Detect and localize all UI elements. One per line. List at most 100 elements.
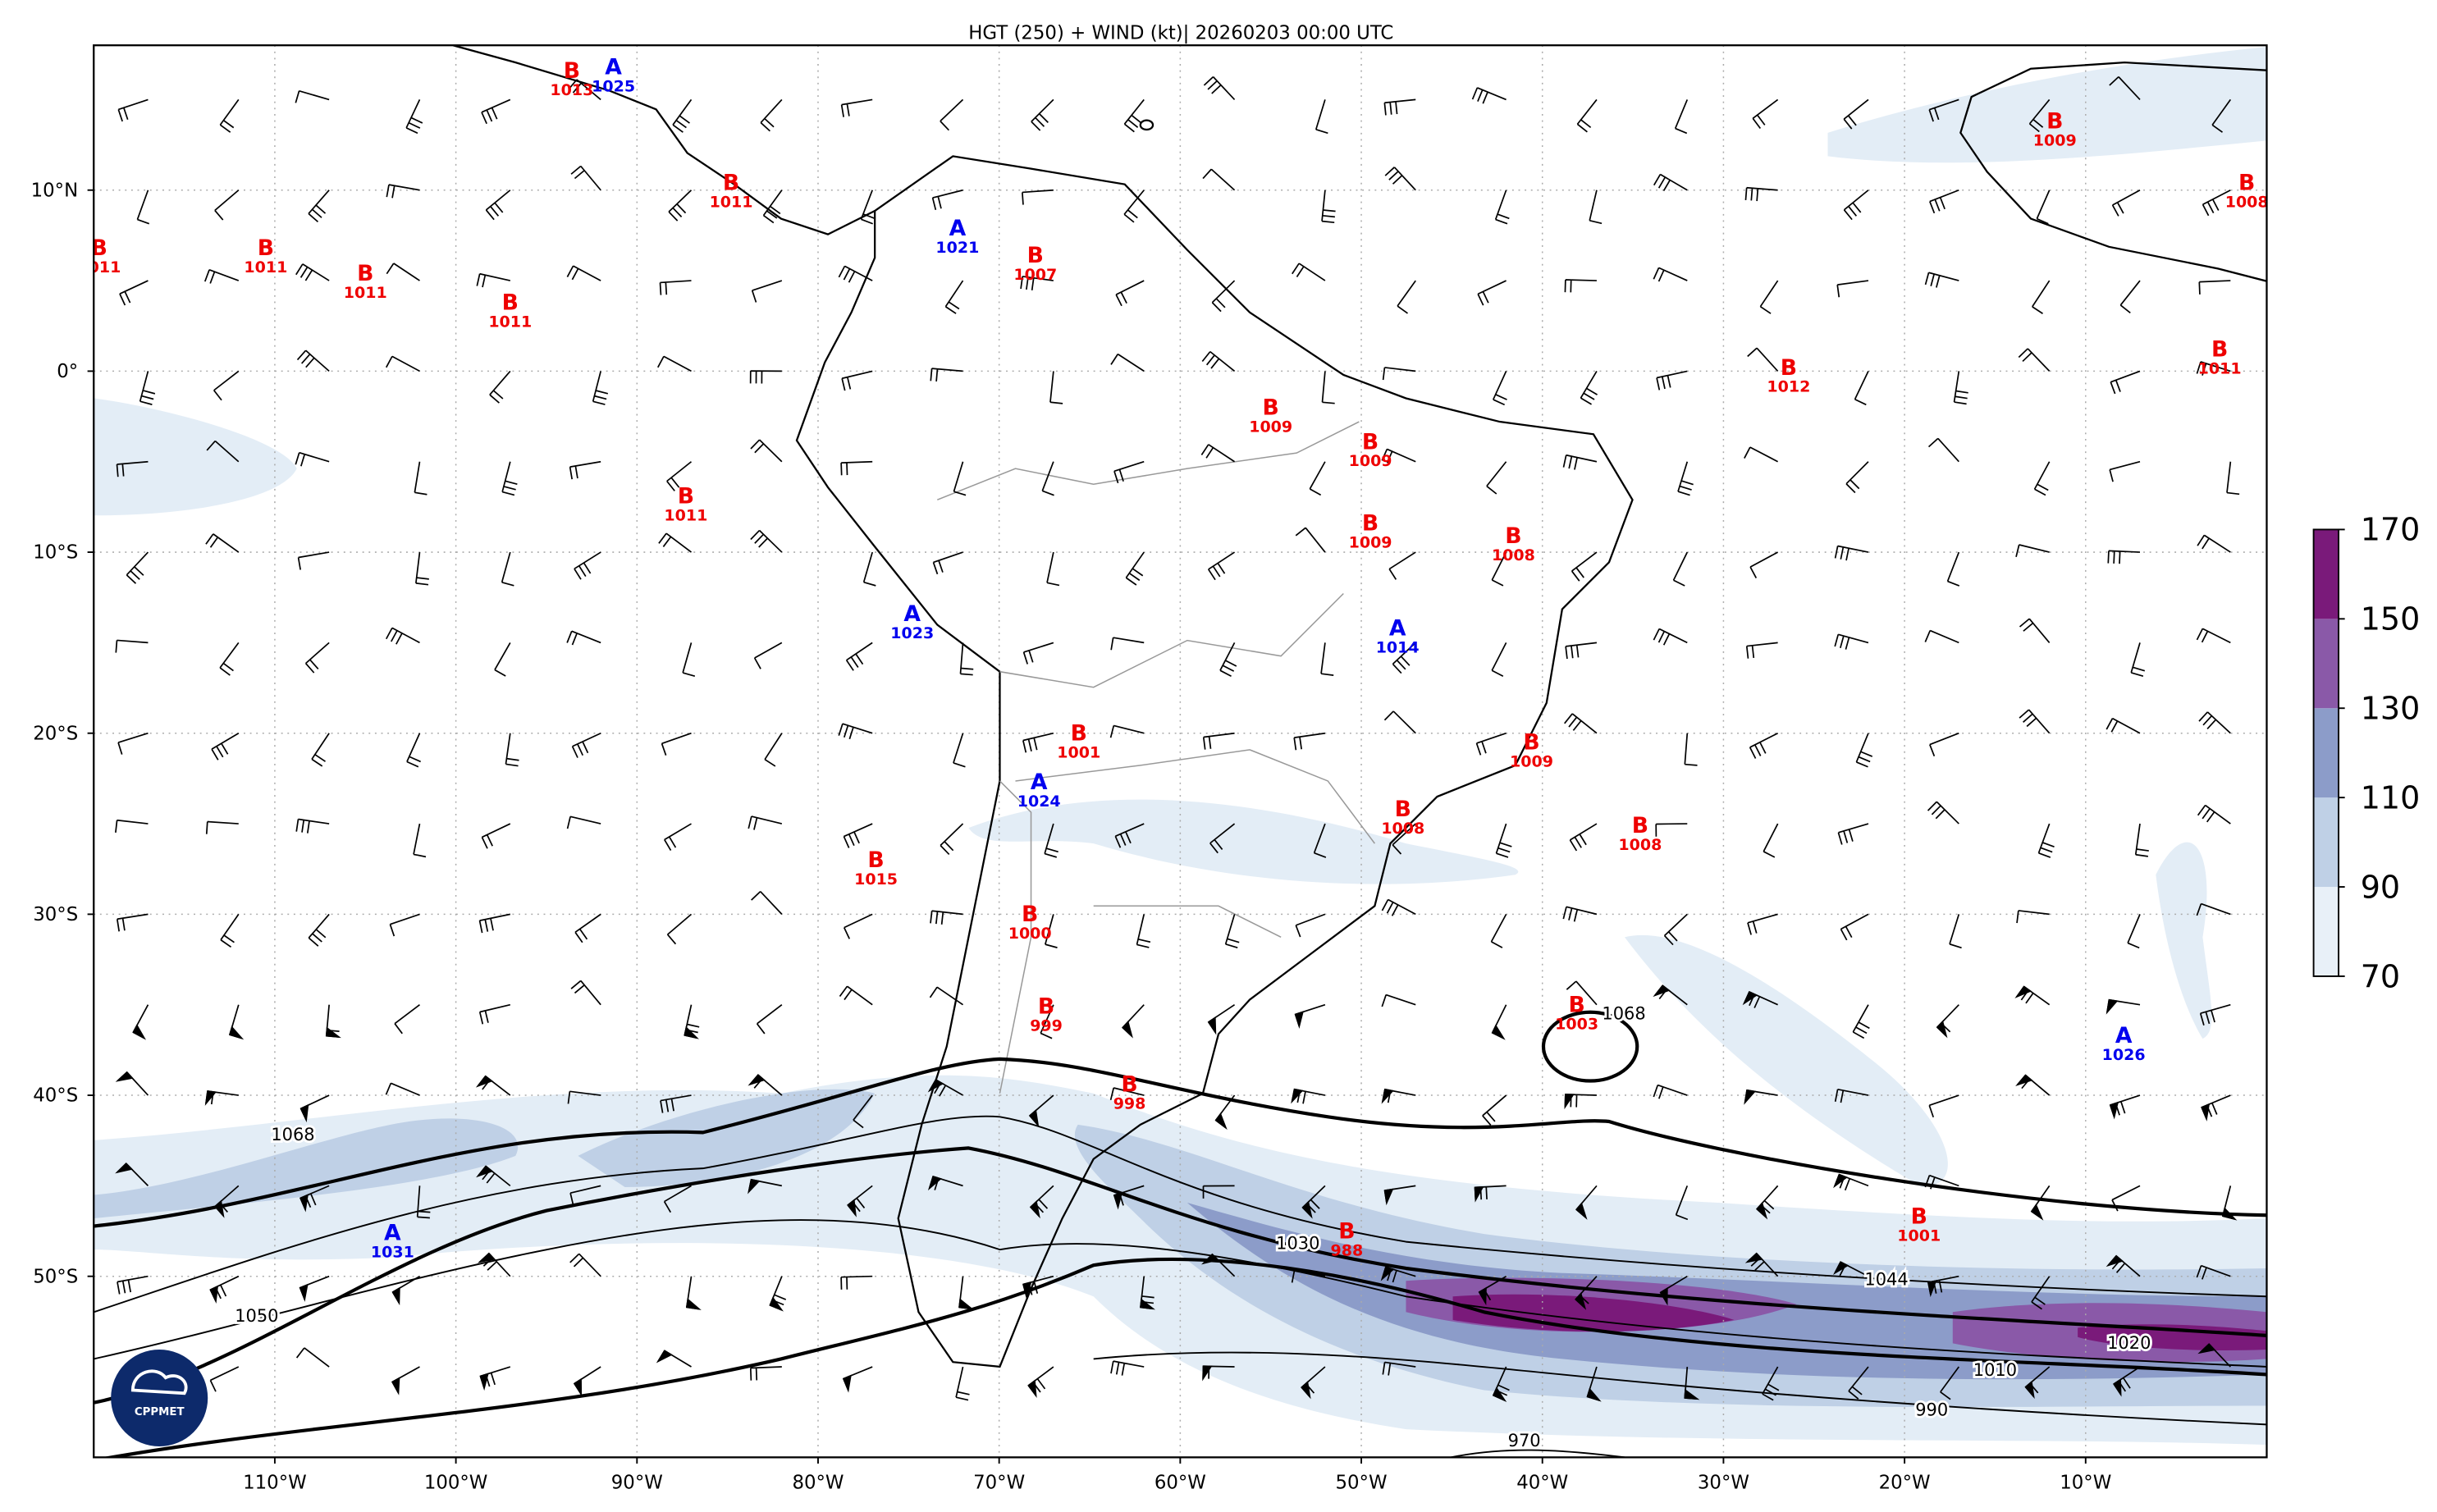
- wind-barb: [1320, 642, 1334, 676]
- wind-barb: [1840, 913, 1869, 941]
- system-letter: B: [2238, 171, 2255, 196]
- barb-flag: [132, 1024, 147, 1040]
- wind-barb: [1491, 551, 1507, 587]
- wind-barb: [115, 639, 149, 653]
- wind-barb: [219, 98, 240, 133]
- wind-barb: [762, 190, 783, 224]
- barb-flag: [209, 1285, 219, 1304]
- wind-barb: [405, 99, 423, 135]
- system-value: 1011: [244, 258, 287, 276]
- x-tick-label: 90°W: [611, 1472, 663, 1493]
- wind-barb: [932, 551, 963, 575]
- barb-flag: [204, 1089, 217, 1106]
- wind-barb: [476, 272, 510, 288]
- system-value: 1012: [1767, 378, 1810, 396]
- wind-barb: [295, 451, 330, 467]
- wind-barb: [501, 461, 518, 496]
- colorbar-label: 170: [2361, 512, 2421, 548]
- wind-barb: [1309, 461, 1326, 496]
- barb-flag: [1653, 984, 1671, 998]
- wind-barb: [1477, 280, 1507, 306]
- barb-flag: [391, 1286, 400, 1306]
- wind-barb: [2127, 914, 2141, 949]
- wind-barb: [2031, 1276, 2051, 1310]
- wind-barb: [749, 1366, 782, 1381]
- barb-flag: [1575, 1292, 1587, 1310]
- x-tick-label: 30°W: [1698, 1472, 1749, 1493]
- system-letter: B: [1362, 511, 1379, 537]
- barb-flag: [958, 1298, 975, 1310]
- contour-label: 1020: [2107, 1333, 2151, 1353]
- wind-barb: [838, 265, 873, 283]
- system-letter: B: [867, 847, 884, 873]
- wind-barb: [1383, 710, 1416, 734]
- x-tick-label: 40°W: [1516, 1472, 1568, 1493]
- wind-barb: [1674, 99, 1689, 135]
- y-tick-label: 50°S: [33, 1266, 78, 1287]
- wind-barb: [1109, 1087, 1145, 1101]
- wind-barb: [1946, 551, 1960, 587]
- wind-barb: [1855, 733, 1873, 768]
- wind-barb: [862, 551, 876, 587]
- wind-barb: [1571, 551, 1598, 582]
- wind-barb: [930, 910, 963, 925]
- system-value: 1014: [1376, 639, 1420, 657]
- barb-flag: [2197, 1343, 2216, 1354]
- wind-barb: [1677, 461, 1694, 496]
- y-tick-label: 0°: [57, 361, 78, 382]
- wind-barb: [659, 280, 692, 295]
- wind-barb: [2036, 190, 2051, 225]
- system-letter: B: [357, 261, 373, 286]
- barb-flag: [476, 1165, 494, 1178]
- wind-barb: [1471, 87, 1507, 104]
- wind-barb: [1490, 913, 1507, 948]
- wind-barb: [2019, 709, 2051, 734]
- system-value: 1031: [371, 1244, 414, 1262]
- wind-barb: [1848, 1366, 1869, 1400]
- wind-barb: [2197, 804, 2231, 825]
- wind-barb: [1569, 823, 1598, 852]
- wind-barb: [661, 732, 692, 756]
- barb-flag: [1301, 1381, 1311, 1400]
- wind-barb: [571, 732, 601, 758]
- barb-flag: [2113, 1378, 2122, 1397]
- wind-barb: [501, 551, 514, 587]
- barb-flag: [2201, 1103, 2211, 1121]
- wind-barb: [574, 913, 601, 943]
- wind-barb: [1940, 1366, 1959, 1400]
- system-value: 1023: [890, 624, 934, 642]
- wind-barb: [751, 280, 783, 303]
- barb-flag: [684, 1026, 699, 1039]
- wind-barb: [1113, 460, 1145, 484]
- wind-barb: [385, 1082, 420, 1096]
- wind-barb: [666, 913, 693, 945]
- wind-barb: [1927, 437, 1959, 463]
- wind-barb: [1110, 353, 1145, 372]
- wind-barb: [1202, 1185, 1235, 1199]
- system-letter: A: [384, 1221, 401, 1246]
- wind-barb: [568, 79, 601, 101]
- logo: CPPMET: [111, 1349, 208, 1447]
- wind-barb: [2110, 370, 2141, 395]
- system-letter: B: [1338, 1218, 1355, 1244]
- barb-flag: [1684, 1388, 1700, 1400]
- wind-barb: [664, 823, 692, 852]
- wind-barb: [1044, 823, 1058, 858]
- wind-barb: [860, 190, 876, 225]
- barb-flag: [1029, 1200, 1040, 1219]
- wind-barb: [1589, 190, 1603, 225]
- barb-flag: [2106, 998, 2119, 1015]
- wind-barb: [220, 913, 240, 948]
- wind-barb: [2196, 628, 2231, 644]
- wind-barb: [1031, 98, 1054, 131]
- system-value: 1008: [1618, 836, 1662, 854]
- wind-barb: [386, 184, 420, 199]
- barb-flag: [1113, 1191, 1123, 1210]
- barb-flag: [1755, 1201, 1768, 1220]
- wind-barb: [2109, 76, 2141, 100]
- system-value: 998: [1113, 1095, 1146, 1113]
- contour-label: 1010: [1973, 1360, 2017, 1380]
- system-value: 1011: [488, 313, 532, 331]
- wind-barb: [295, 1347, 330, 1368]
